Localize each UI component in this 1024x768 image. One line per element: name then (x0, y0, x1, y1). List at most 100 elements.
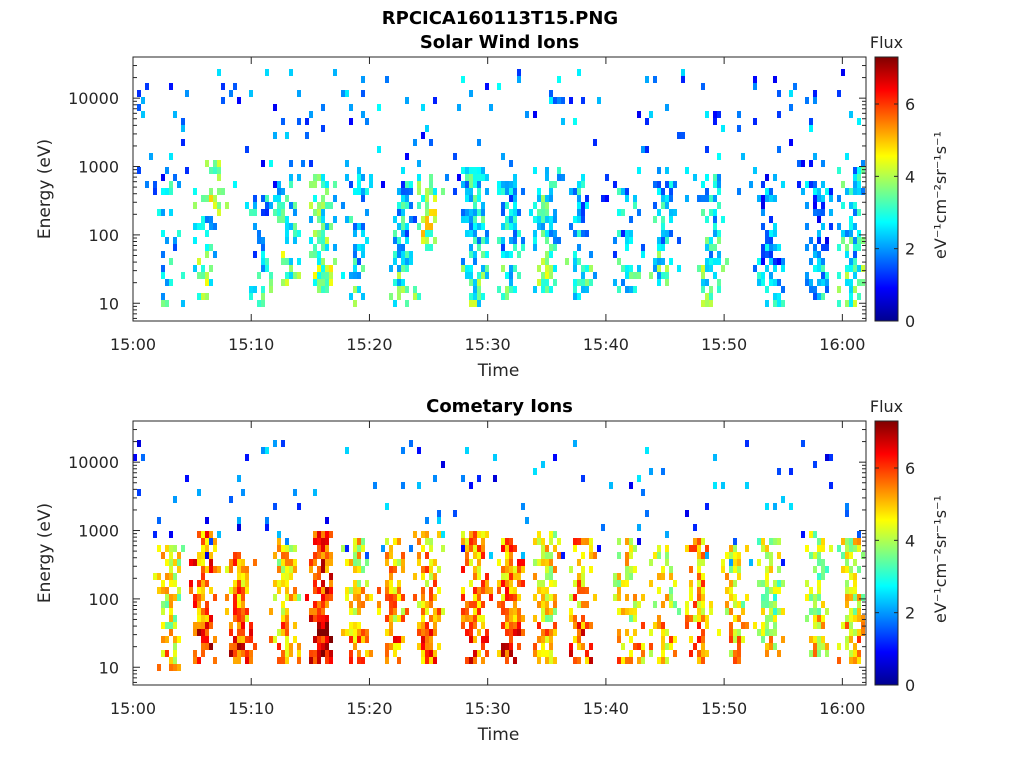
spectrogram-cell (401, 230, 405, 237)
spectrogram-cell (525, 111, 529, 118)
spectrogram-cell (493, 454, 497, 461)
spectrogram-cell (509, 643, 513, 650)
spectrogram-cell (313, 650, 317, 657)
spectrogram-cell (397, 587, 401, 594)
spectrogram-cell (473, 167, 477, 174)
spectrogram-cell (549, 272, 553, 279)
spectrogram-cell (469, 90, 473, 97)
spectrogram-cell (649, 559, 653, 566)
spectrogram-cell (829, 223, 833, 230)
spectrogram-cell (813, 97, 817, 104)
spectrogram-cell (825, 608, 829, 615)
spectrogram-cell (665, 265, 669, 272)
spectrogram-cell (533, 643, 537, 650)
spectrogram-cell (241, 622, 245, 629)
spectrogram-cell (277, 181, 281, 188)
spectrogram-cell (185, 90, 189, 97)
spectrogram-cell (253, 209, 257, 216)
spectrogram-cell (513, 202, 517, 209)
spectrogram-cell (173, 580, 177, 587)
spectrogram-cell (469, 181, 473, 188)
spectrogram-cell (409, 258, 413, 265)
spectrogram-cell (417, 559, 421, 566)
spectrogram-cell (173, 650, 177, 657)
spectrogram-cell (585, 587, 589, 594)
spectrogram-cell (857, 293, 861, 300)
spectrogram-cell (509, 538, 513, 545)
spectrogram-cell (397, 615, 401, 622)
spectrogram-cell (485, 650, 489, 657)
spectrogram-cell (693, 615, 697, 622)
spectrogram-cell (485, 251, 489, 258)
spectrogram-cell (273, 580, 277, 587)
spectrogram-cell (745, 440, 749, 447)
spectrogram-cell (625, 538, 629, 545)
spectrogram-cell (701, 300, 705, 307)
spectrogram-cell (805, 97, 809, 104)
spectrogram-cell (193, 237, 197, 244)
spectrogram-cell (401, 181, 405, 188)
spectrogram-cell (189, 559, 193, 566)
spectrogram-cell (425, 622, 429, 629)
spectrogram-cell (509, 279, 513, 286)
spectrogram-cell (705, 258, 709, 265)
spectrogram-cell (773, 622, 777, 629)
spectrogram-cell (285, 650, 289, 657)
spectrogram-cell (829, 195, 833, 202)
spectrogram-cell (205, 629, 209, 636)
spectrogram-cell (797, 160, 801, 167)
spectrogram-cell (709, 258, 713, 265)
spectrogram-cell (669, 566, 673, 573)
spectrogram-cell (817, 608, 821, 615)
spectrogram-cell (773, 76, 777, 83)
spectrogram-cell (585, 265, 589, 272)
spectrogram-cell (165, 237, 169, 244)
spectrogram-cell (649, 650, 653, 657)
spectrogram-cell (421, 195, 425, 202)
spectrogram-cell (349, 293, 353, 300)
spectrogram-cell (849, 622, 853, 629)
spectrogram-cell (201, 216, 205, 223)
spectrogram-cell (857, 279, 861, 286)
spectrogram-cell (569, 594, 573, 601)
spectrogram-cell (789, 90, 793, 97)
spectrogram-cell (717, 153, 721, 160)
spectrogram-cell (737, 188, 741, 195)
spectrogram-cell (661, 650, 665, 657)
spectrogram-cell (857, 615, 861, 622)
spectrogram-cell (765, 265, 769, 272)
spectrogram-cell (577, 601, 581, 608)
spectrogram-cell (405, 230, 409, 237)
spectrogram-cell (533, 468, 537, 475)
spectrogram-cell (293, 566, 297, 573)
spectrogram-cell (837, 657, 841, 664)
spectrogram-cell (397, 265, 401, 272)
spectrogram-cell (617, 286, 621, 293)
spectrogram-cell (345, 594, 349, 601)
spectrogram-cell (553, 216, 557, 223)
spectrogram-cell (813, 153, 817, 160)
spectrogram-cell (837, 286, 841, 293)
spectrogram-cell (429, 545, 433, 552)
spectrogram-cell (381, 545, 385, 552)
spectrogram-cell (501, 181, 505, 188)
spectrogram-cell (841, 552, 845, 559)
spectrogram-cell (625, 195, 629, 202)
spectrogram-cell (221, 97, 225, 104)
spectrogram-cell (549, 90, 553, 97)
spectrogram-cell (393, 566, 397, 573)
spectrogram-cell (797, 181, 801, 188)
spectrogram-cell (737, 573, 741, 580)
spectrogram-cell (733, 538, 737, 545)
spectrogram-cell (213, 167, 217, 174)
spectrogram-cell (841, 566, 845, 573)
spectrogram-cell (625, 573, 629, 580)
spectrogram-cell (201, 594, 205, 601)
spectrogram-cell (353, 566, 357, 573)
spectrogram-cell (421, 230, 425, 237)
spectrogram-cell (189, 580, 193, 587)
spectrogram-cell (845, 503, 849, 510)
spectrogram-cell (477, 279, 481, 286)
spectrogram-cell (353, 188, 357, 195)
